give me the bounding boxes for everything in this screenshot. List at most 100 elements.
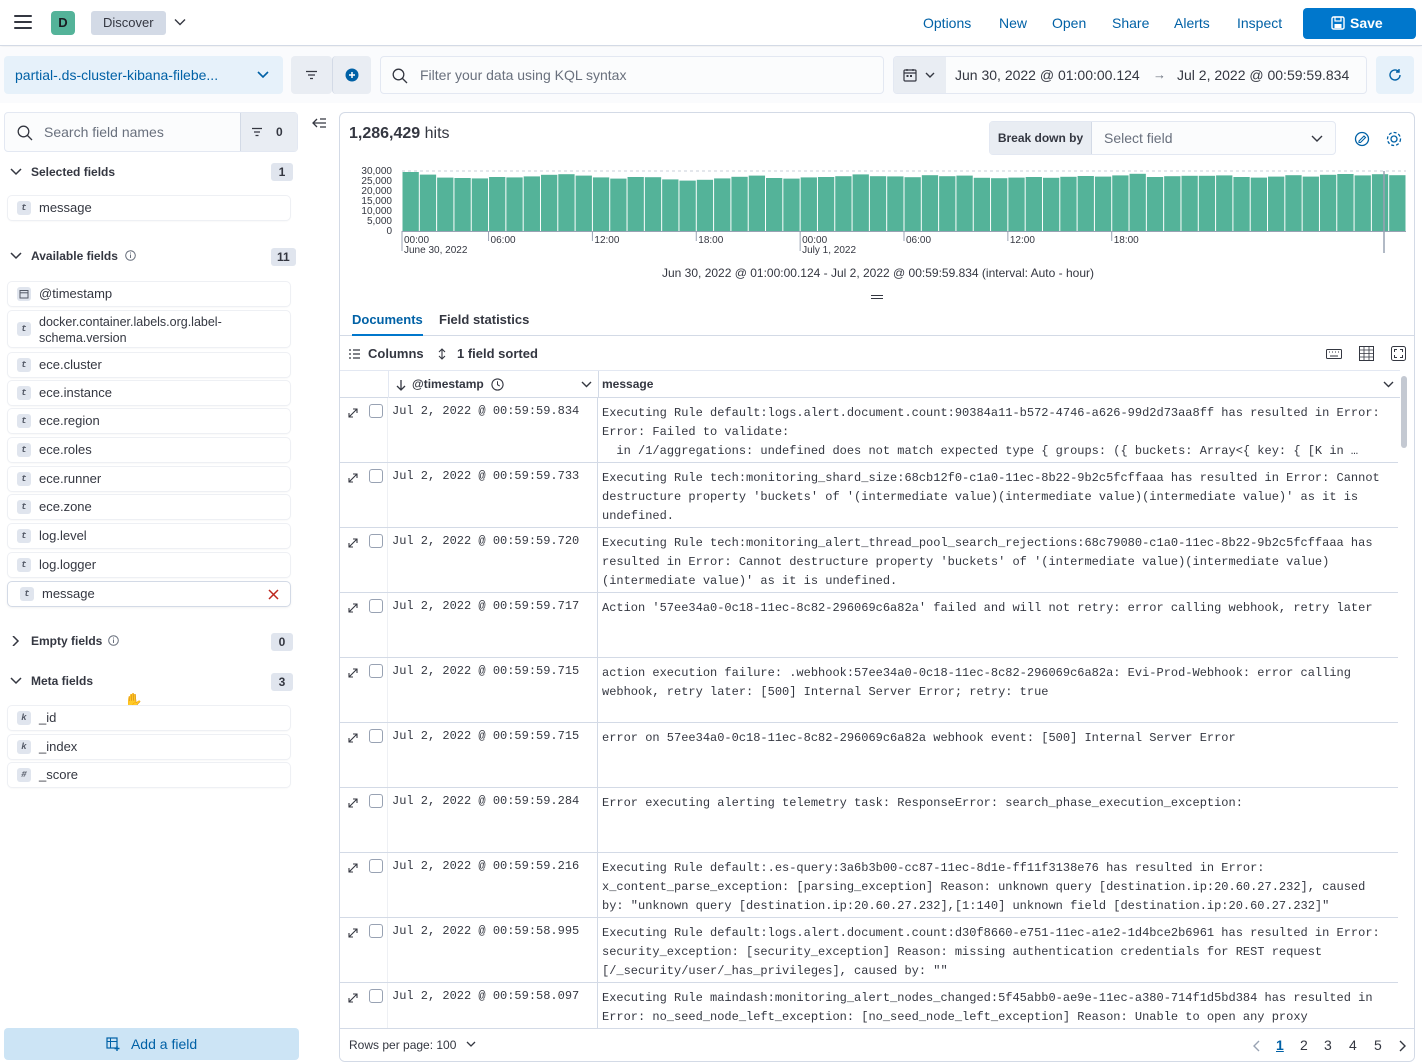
histogram-bar[interactable] bbox=[471, 178, 489, 231]
resize-handle[interactable] bbox=[871, 295, 883, 299]
start-date[interactable]: Jun 30, 2022 @ 01:00:00.124 bbox=[955, 67, 1140, 83]
histogram-bar[interactable] bbox=[540, 174, 558, 231]
add-filter-button[interactable] bbox=[332, 56, 371, 94]
histogram-bar[interactable] bbox=[454, 178, 471, 231]
breadcrumb-discover[interactable]: Discover bbox=[91, 11, 166, 35]
histogram-bar[interactable] bbox=[1094, 176, 1112, 231]
field-item-index[interactable]: k _index bbox=[8, 735, 290, 759]
tab-documents[interactable]: Documents bbox=[352, 305, 423, 336]
histogram-bar[interactable] bbox=[956, 175, 973, 231]
histogram-bar[interactable] bbox=[610, 178, 627, 231]
chevron-down-icon[interactable] bbox=[581, 380, 592, 389]
field-item-ece-instance[interactable]: t ece.instance bbox=[8, 381, 290, 405]
selected-fields-toggle[interactable]: Selected fields bbox=[8, 162, 115, 182]
expand-icon[interactable] bbox=[347, 862, 359, 874]
row-checkbox[interactable] bbox=[369, 859, 383, 873]
space-avatar[interactable]: D bbox=[51, 11, 75, 35]
field-item-ece-region[interactable]: t ece.region bbox=[8, 409, 290, 433]
empty-fields-toggle[interactable]: Empty fields bbox=[8, 631, 119, 651]
open-link[interactable]: Open bbox=[1052, 15, 1087, 31]
table-scrollbar[interactable] bbox=[1401, 376, 1407, 448]
expand-icon[interactable] bbox=[347, 667, 359, 679]
histogram-bar[interactable] bbox=[1302, 176, 1319, 231]
histogram-bar[interactable] bbox=[437, 177, 454, 231]
histogram-bar[interactable] bbox=[1268, 176, 1285, 231]
data-view-picker[interactable]: partial-.ds-cluster-kibana-filebe... bbox=[4, 56, 283, 94]
histogram-bar[interactable] bbox=[558, 174, 575, 231]
chart-edit-icon[interactable] bbox=[1353, 130, 1371, 148]
row-checkbox[interactable] bbox=[369, 989, 383, 1003]
row-checkbox[interactable] bbox=[369, 729, 383, 743]
meta-fields-toggle[interactable]: Meta fields bbox=[8, 671, 93, 691]
keyboard-icon[interactable] bbox=[1326, 348, 1342, 360]
histogram-bar[interactable] bbox=[1389, 175, 1406, 231]
row-checkbox[interactable] bbox=[369, 534, 383, 548]
row-checkbox[interactable] bbox=[369, 664, 383, 678]
field-filter-button[interactable]: 0 bbox=[240, 113, 297, 151]
row-checkbox[interactable] bbox=[369, 404, 383, 418]
rows-per-page-select[interactable]: Rows per page: 100 bbox=[349, 1029, 476, 1061]
expand-icon[interactable] bbox=[347, 927, 359, 939]
histogram-bar[interactable] bbox=[1025, 177, 1042, 231]
add-field-button[interactable]: Add a field bbox=[4, 1028, 299, 1060]
histogram-bar[interactable] bbox=[1319, 174, 1337, 231]
histogram-bar[interactable] bbox=[1250, 177, 1268, 231]
expand-icon[interactable] bbox=[347, 407, 359, 419]
share-link[interactable]: Share bbox=[1112, 15, 1150, 31]
end-date[interactable]: Jul 2, 2022 @ 00:59:59.834 bbox=[1177, 67, 1350, 83]
histogram-bar[interactable] bbox=[1060, 176, 1077, 231]
sort-descending-icon[interactable] bbox=[396, 379, 406, 391]
field-item-docker-label[interactable]: t docker.container.labels.org.label-sche… bbox=[8, 311, 290, 347]
chevron-left-icon[interactable] bbox=[1253, 1040, 1261, 1052]
field-item-log-logger[interactable]: t log.logger bbox=[8, 553, 290, 577]
row-checkbox[interactable] bbox=[369, 599, 383, 613]
histogram-bar[interactable] bbox=[1216, 175, 1233, 231]
histogram-bar[interactable] bbox=[714, 178, 731, 231]
page-2[interactable]: 2 bbox=[1300, 1037, 1308, 1053]
quick-date-menu[interactable] bbox=[894, 57, 946, 93]
histogram-bar[interactable] bbox=[1354, 175, 1371, 231]
histogram-bar[interactable] bbox=[523, 176, 540, 231]
field-item-ece-roles[interactable]: t ece.roles bbox=[8, 438, 290, 462]
density-icon[interactable] bbox=[1359, 346, 1374, 361]
histogram-bar[interactable] bbox=[939, 176, 956, 231]
histogram-bar[interactable] bbox=[1285, 175, 1302, 231]
histogram-bar[interactable] bbox=[1129, 173, 1146, 231]
histogram-bar[interactable] bbox=[489, 177, 506, 231]
histogram-bar[interactable] bbox=[627, 177, 644, 231]
histogram-bar[interactable] bbox=[1371, 174, 1389, 231]
remove-field-icon[interactable] bbox=[268, 589, 279, 600]
histogram-bar[interactable] bbox=[991, 178, 1008, 231]
kql-search-input[interactable]: Filter your data using KQL syntax bbox=[380, 56, 884, 94]
row-checkbox[interactable] bbox=[369, 794, 383, 808]
histogram-bar[interactable] bbox=[817, 177, 835, 231]
columns-button[interactable]: Columns bbox=[368, 346, 424, 361]
refresh-button[interactable] bbox=[1376, 56, 1414, 94]
chevron-down-icon[interactable] bbox=[174, 16, 186, 28]
alerts-link[interactable]: Alerts bbox=[1174, 15, 1210, 31]
histogram-bar[interactable] bbox=[1112, 175, 1129, 231]
field-item-ece-runner[interactable]: t ece.runner bbox=[8, 467, 290, 491]
column-header-timestamp[interactable]: @timestamp bbox=[412, 377, 484, 391]
histogram-bar[interactable] bbox=[887, 176, 904, 231]
histogram-bar[interactable] bbox=[800, 177, 817, 231]
page-4[interactable]: 4 bbox=[1349, 1037, 1357, 1053]
histogram-bar[interactable] bbox=[1337, 174, 1354, 231]
histogram-bar[interactable] bbox=[592, 177, 610, 231]
histogram-bar[interactable] bbox=[869, 176, 887, 231]
histogram-bar[interactable] bbox=[1008, 177, 1025, 231]
histogram-bar[interactable] bbox=[731, 176, 748, 231]
histogram-bar[interactable] bbox=[575, 175, 592, 231]
fullscreen-icon[interactable] bbox=[1391, 346, 1406, 361]
collapse-sidebar-icon[interactable] bbox=[311, 116, 327, 130]
chevron-down-icon[interactable] bbox=[1383, 380, 1394, 389]
column-header-message[interactable]: message bbox=[602, 377, 654, 391]
histogram-bar[interactable] bbox=[696, 179, 714, 231]
expand-icon[interactable] bbox=[347, 472, 359, 484]
page-3[interactable]: 3 bbox=[1324, 1037, 1332, 1053]
field-item-message-hover[interactable]: t message bbox=[8, 582, 290, 606]
inspect-link[interactable]: Inspect bbox=[1237, 15, 1283, 31]
row-checkbox[interactable] bbox=[369, 924, 383, 938]
available-fields-toggle[interactable]: Available fields bbox=[8, 246, 136, 266]
histogram-bar[interactable] bbox=[904, 177, 921, 231]
